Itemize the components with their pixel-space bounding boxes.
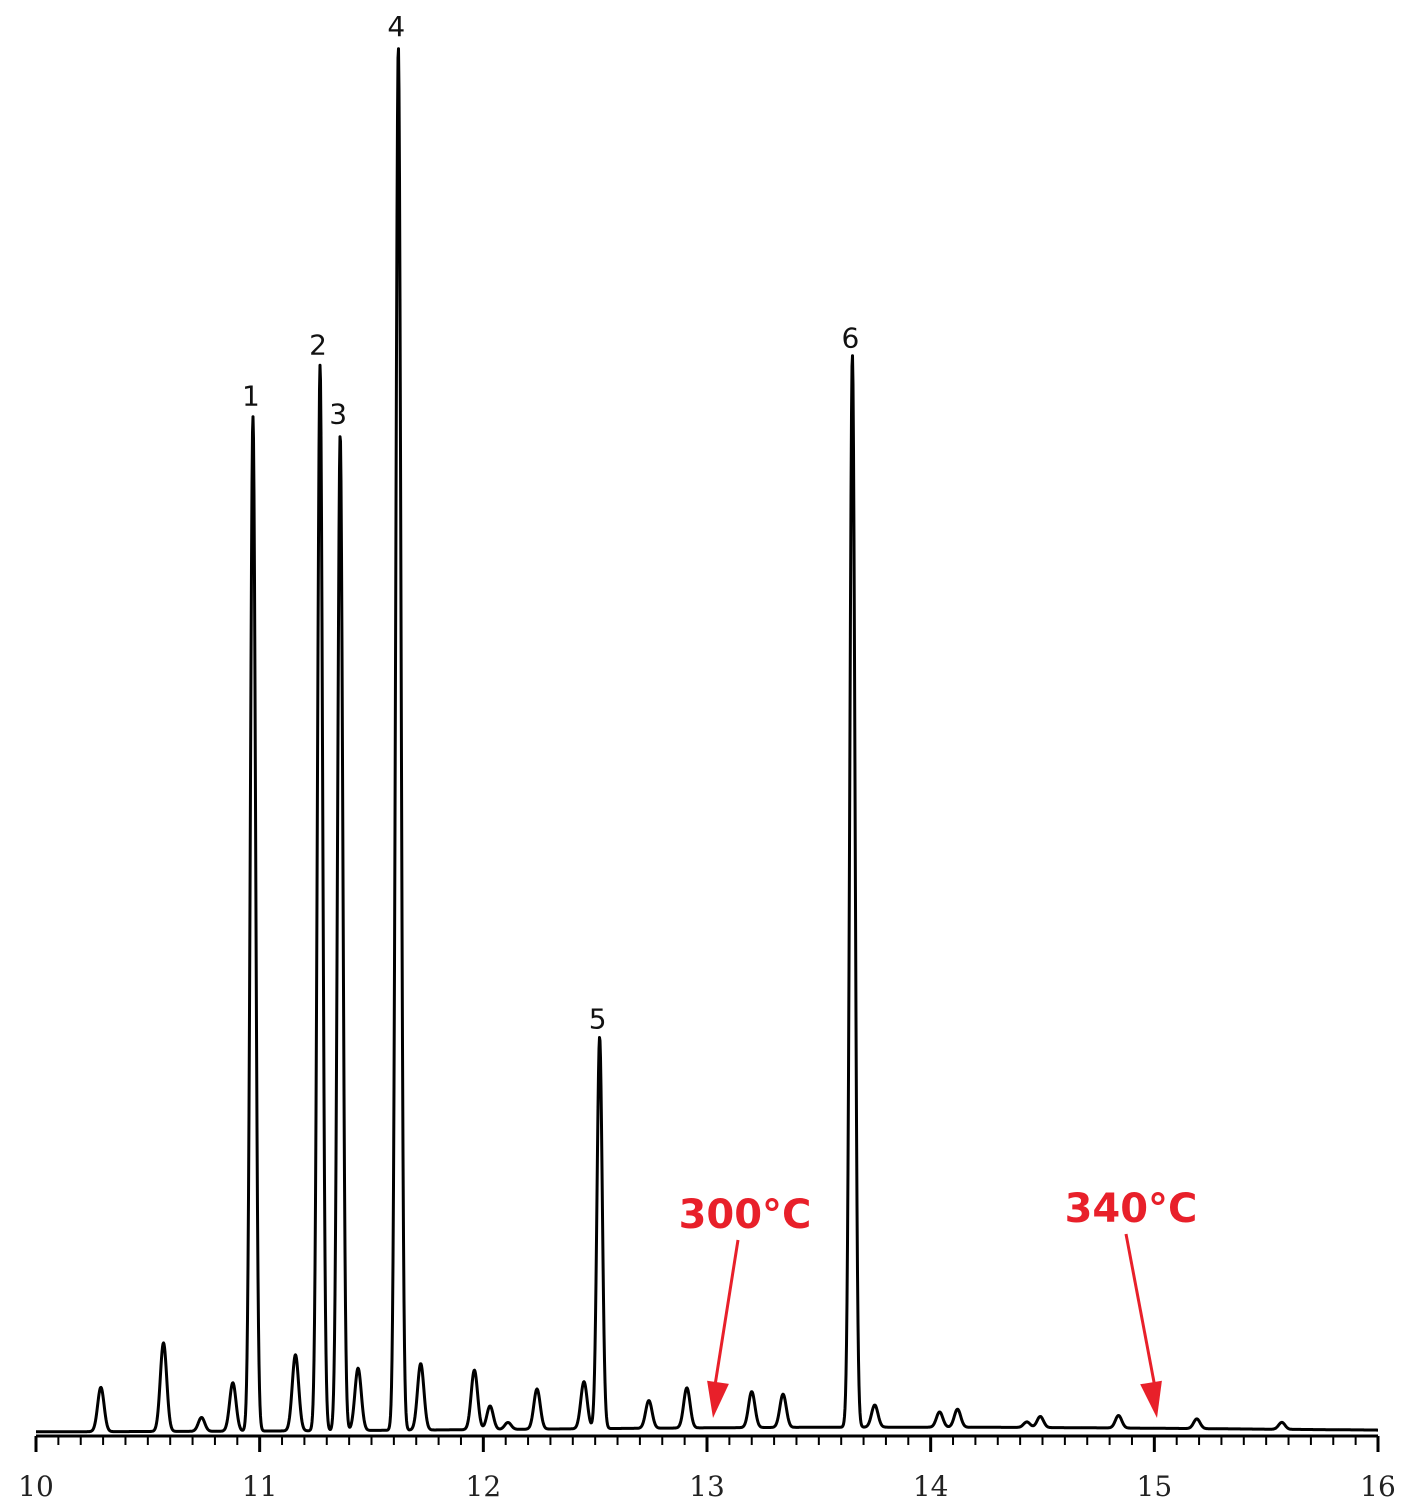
- x-tick-label: 12: [466, 1470, 502, 1503]
- chromatogram-trace: [35, 47, 1379, 1434]
- temperature-label: 300°C: [679, 1192, 812, 1238]
- peak-label: 3: [329, 398, 347, 431]
- x-tick-label: 11: [242, 1470, 278, 1503]
- annotation-arrow-shaft: [1124, 1233, 1159, 1399]
- peak-label: 2: [309, 328, 327, 361]
- peak-label: 6: [841, 321, 859, 354]
- peak-labels: 1 2 3 4 5 6: [242, 10, 859, 1035]
- annotation-arrowhead: [1140, 1380, 1162, 1418]
- x-axis-ticks: [34, 1436, 1380, 1452]
- temperature-annotations: 300°C 340°C: [679, 1186, 1198, 1418]
- x-tick-label: 10: [18, 1470, 54, 1503]
- peak-label: 1: [242, 380, 260, 413]
- x-tick-label: 15: [1137, 1470, 1173, 1503]
- x-tick-label: 16: [1360, 1470, 1396, 1503]
- x-tick-label: 13: [689, 1470, 725, 1503]
- temperature-label: 340°C: [1065, 1186, 1198, 1232]
- peak-label: 5: [589, 1002, 607, 1035]
- peak-label: 4: [387, 10, 405, 43]
- x-tick-label: 14: [913, 1470, 949, 1503]
- x-axis-tick-labels: 10 11 12 13 14 15 16: [18, 1470, 1396, 1503]
- annotation-arrowhead: [707, 1380, 729, 1418]
- annotation-arrow-shaft: [711, 1239, 740, 1399]
